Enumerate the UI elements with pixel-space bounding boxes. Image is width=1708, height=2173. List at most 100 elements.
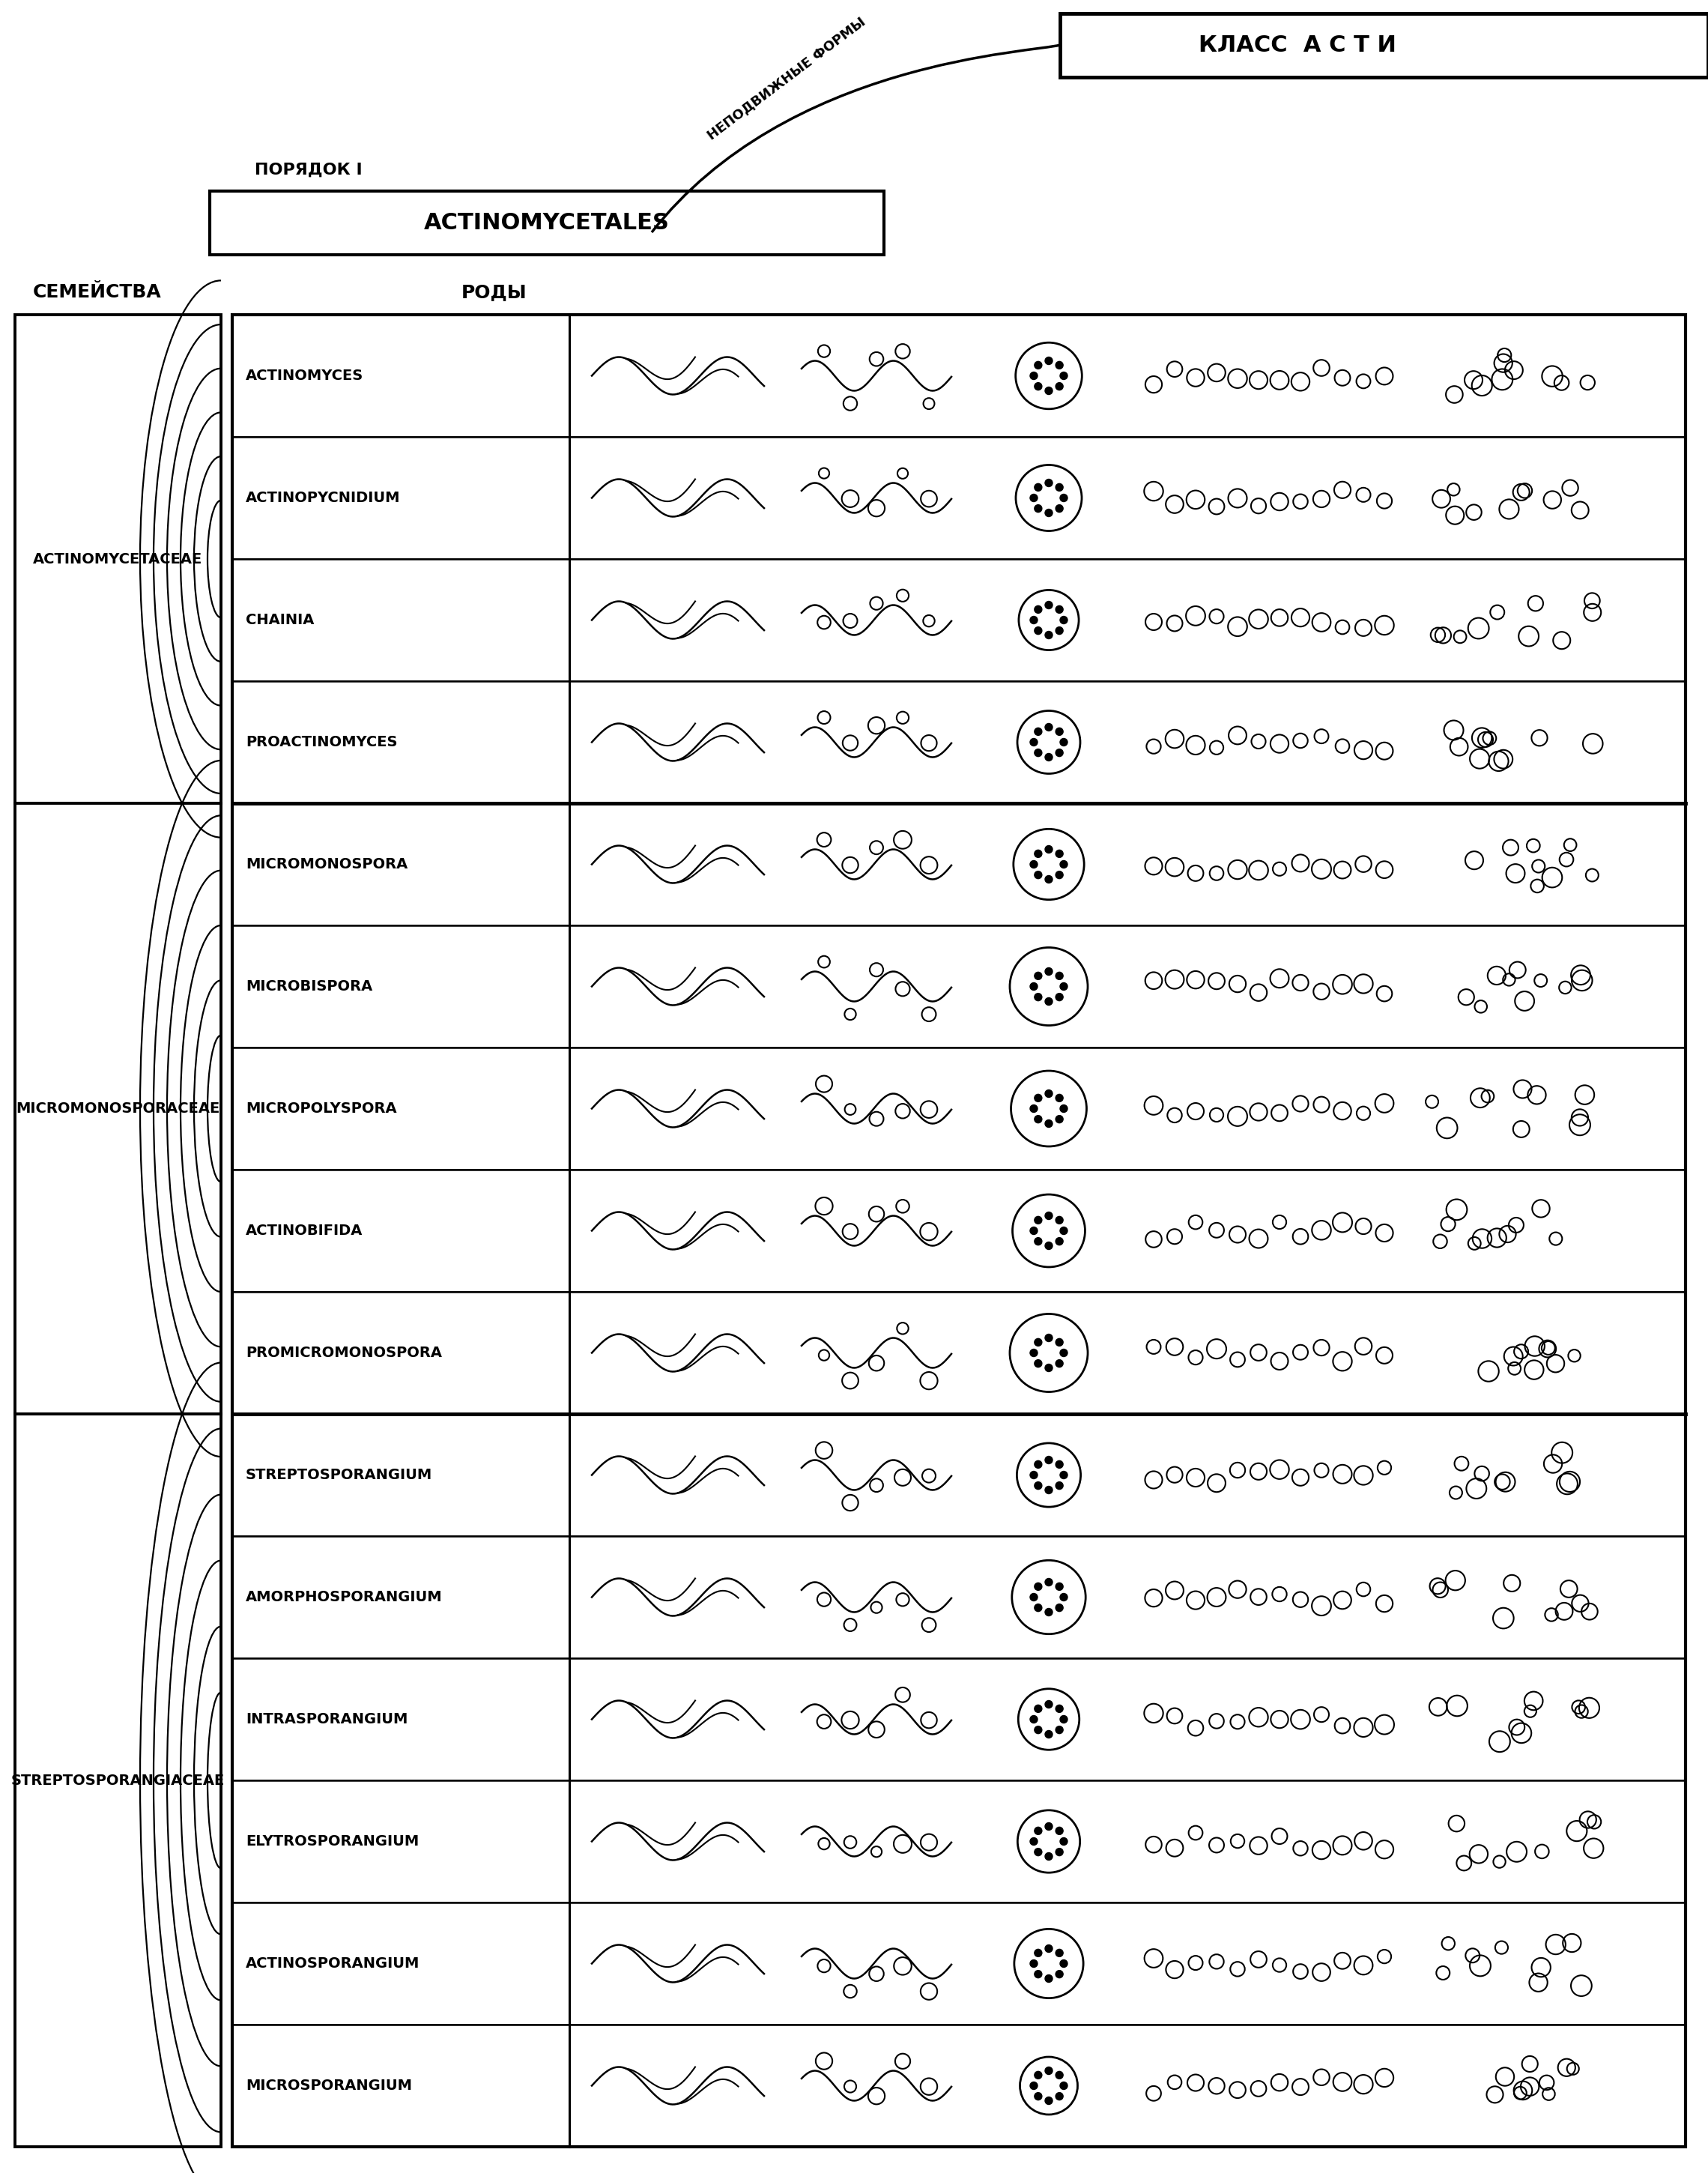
Circle shape [1056,1971,1062,1977]
FancyBboxPatch shape [232,1169,569,1291]
Circle shape [1030,1349,1037,1356]
Circle shape [1030,1593,1037,1602]
FancyBboxPatch shape [232,1904,569,2025]
FancyBboxPatch shape [569,558,1686,680]
Circle shape [1056,382,1062,391]
Text: PROACTINOMYCES: PROACTINOMYCES [246,734,398,750]
Circle shape [1056,993,1062,1002]
Circle shape [1045,1608,1052,1617]
Circle shape [1035,1971,1042,1977]
Circle shape [1061,1471,1068,1480]
Circle shape [1035,361,1042,369]
Circle shape [1030,739,1037,745]
FancyBboxPatch shape [232,1291,569,1415]
Circle shape [1045,967,1052,976]
Text: НЕПОДВИЖНЫЕ ФОРМЫ: НЕПОДВИЖНЫЕ ФОРМЫ [705,15,868,143]
Text: ACTINOMYCETACEAE: ACTINOMYCETACEAE [32,552,203,567]
Circle shape [1035,1949,1042,1956]
Circle shape [1061,739,1068,745]
Circle shape [1056,971,1062,980]
Circle shape [1045,1365,1052,1371]
Circle shape [1056,1460,1062,1469]
Circle shape [1056,485,1062,491]
Circle shape [1035,750,1042,756]
Circle shape [1035,2093,1042,2099]
Circle shape [1045,1456,1052,1465]
Circle shape [1061,2082,1068,2090]
Circle shape [1056,1582,1062,1591]
Circle shape [1035,1339,1042,1345]
Circle shape [1035,1460,1042,1469]
Circle shape [1045,845,1052,854]
Text: ACTINOMYCES: ACTINOMYCES [246,369,364,382]
Circle shape [1035,1217,1042,1223]
Text: КЛАСС  А С Т И: КЛАСС А С Т И [1199,35,1395,56]
Text: MICROPOLYSPORA: MICROPOLYSPORA [246,1102,396,1115]
Circle shape [1056,1827,1062,1834]
Text: ELYTROSPORANGIUM: ELYTROSPORANGIUM [246,1834,418,1849]
Circle shape [1030,617,1037,624]
Circle shape [1061,493,1068,502]
Circle shape [1035,626,1042,635]
Circle shape [1030,1714,1037,1723]
Circle shape [1035,1725,1042,1734]
Circle shape [1045,480,1052,487]
FancyBboxPatch shape [232,1415,569,1536]
Circle shape [1045,876,1052,882]
FancyBboxPatch shape [232,1536,569,1658]
FancyBboxPatch shape [569,1658,1686,1780]
FancyBboxPatch shape [569,1536,1686,1658]
Circle shape [1045,1701,1052,1708]
Circle shape [1056,1725,1062,1734]
Text: ACTINOBIFIDA: ACTINOBIFIDA [246,1223,362,1239]
FancyBboxPatch shape [232,558,569,680]
Circle shape [1045,1854,1052,1860]
Circle shape [1045,632,1052,639]
Circle shape [1035,1827,1042,1834]
FancyBboxPatch shape [232,1047,569,1169]
Circle shape [1045,387,1052,395]
Text: CHAINIA: CHAINIA [246,613,314,628]
Circle shape [1035,1360,1042,1367]
Circle shape [1045,1334,1052,1341]
Circle shape [1030,861,1037,867]
Circle shape [1045,754,1052,761]
Circle shape [1061,861,1068,867]
FancyBboxPatch shape [569,2025,1686,2147]
Circle shape [1045,724,1052,730]
Circle shape [1045,997,1052,1006]
FancyBboxPatch shape [232,804,569,926]
Circle shape [1045,1578,1052,1586]
Circle shape [1035,871,1042,878]
Circle shape [1061,1714,1068,1723]
Circle shape [1035,2071,1042,2080]
Circle shape [1030,1960,1037,1967]
Circle shape [1056,1339,1062,1345]
Circle shape [1035,606,1042,613]
Circle shape [1035,1115,1042,1123]
Circle shape [1045,1213,1052,1219]
Circle shape [1061,1349,1068,1356]
Circle shape [1056,1115,1062,1123]
Circle shape [1045,602,1052,608]
Text: INTRASPORANGIUM: INTRASPORANGIUM [246,1712,408,1725]
Circle shape [1035,850,1042,858]
Circle shape [1056,1949,1062,1956]
Circle shape [1061,1593,1068,1602]
Circle shape [1045,1945,1052,1951]
Circle shape [1035,971,1042,980]
Circle shape [1056,1482,1062,1489]
Circle shape [1045,1730,1052,1738]
FancyBboxPatch shape [569,680,1686,804]
FancyBboxPatch shape [232,926,569,1047]
Circle shape [1056,2093,1062,2099]
Circle shape [1035,1849,1042,1856]
Circle shape [1030,2082,1037,2090]
Circle shape [1035,485,1042,491]
Circle shape [1045,1091,1052,1097]
FancyBboxPatch shape [232,1780,569,1904]
FancyBboxPatch shape [15,315,220,804]
Circle shape [1045,1975,1052,1982]
Text: ПОРЯДОК I: ПОРЯДОК I [254,163,362,178]
Circle shape [1045,1119,1052,1128]
